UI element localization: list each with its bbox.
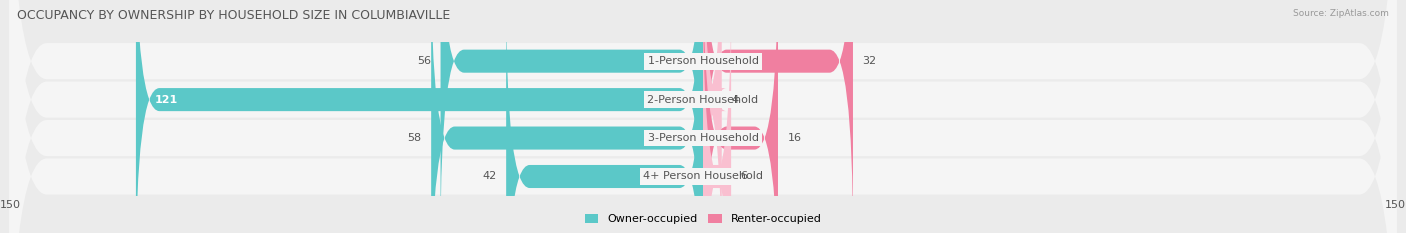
FancyBboxPatch shape: [10, 0, 1396, 233]
FancyBboxPatch shape: [703, 0, 778, 233]
FancyBboxPatch shape: [440, 0, 703, 233]
FancyBboxPatch shape: [432, 0, 703, 233]
FancyBboxPatch shape: [10, 0, 1396, 233]
Text: 3-Person Household: 3-Person Household: [648, 133, 758, 143]
Text: 121: 121: [155, 95, 179, 105]
FancyBboxPatch shape: [10, 0, 1396, 233]
Text: 6: 6: [741, 171, 748, 182]
Legend: Owner-occupied, Renter-occupied: Owner-occupied, Renter-occupied: [585, 214, 821, 224]
FancyBboxPatch shape: [136, 0, 703, 233]
Text: 58: 58: [408, 133, 422, 143]
Text: 150: 150: [1385, 200, 1406, 210]
Text: 42: 42: [482, 171, 496, 182]
Text: 4+ Person Household: 4+ Person Household: [643, 171, 763, 182]
Text: 56: 56: [418, 56, 432, 66]
Text: 2-Person Household: 2-Person Household: [647, 95, 759, 105]
FancyBboxPatch shape: [703, 0, 853, 233]
Text: 32: 32: [862, 56, 876, 66]
Text: 16: 16: [787, 133, 801, 143]
Text: 4: 4: [731, 95, 738, 105]
FancyBboxPatch shape: [506, 0, 703, 233]
FancyBboxPatch shape: [699, 0, 727, 233]
Text: Source: ZipAtlas.com: Source: ZipAtlas.com: [1294, 9, 1389, 18]
Text: 1-Person Household: 1-Person Household: [648, 56, 758, 66]
Text: OCCUPANCY BY OWNERSHIP BY HOUSEHOLD SIZE IN COLUMBIAVILLE: OCCUPANCY BY OWNERSHIP BY HOUSEHOLD SIZE…: [17, 9, 450, 22]
Text: 150: 150: [0, 200, 21, 210]
FancyBboxPatch shape: [703, 0, 731, 233]
FancyBboxPatch shape: [10, 0, 1396, 233]
